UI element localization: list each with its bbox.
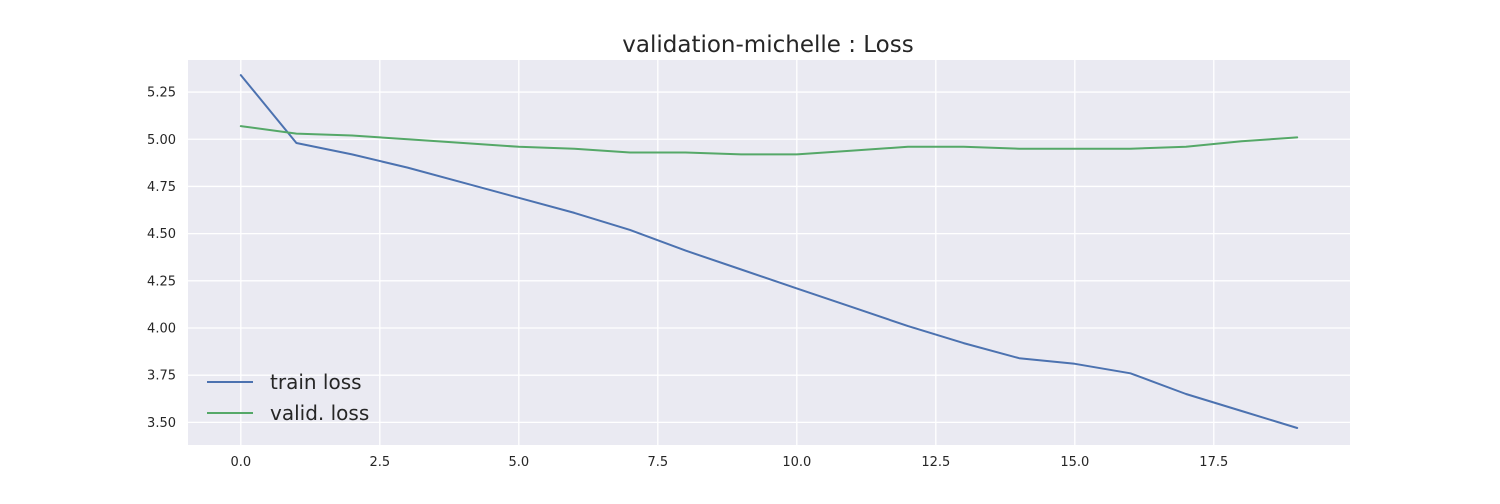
x-tick-label: 5.0 bbox=[508, 455, 529, 470]
y-tick-label: 3.75 bbox=[147, 369, 176, 384]
x-tick-labels: 0.0 2.5 5.0 7.5 10.0 12.5 15.0 17.5 bbox=[230, 455, 1228, 470]
x-tick-label: 15.0 bbox=[1060, 455, 1089, 470]
series-line-valid-loss bbox=[239, 125, 1299, 156]
y-tick-label: 4.50 bbox=[147, 227, 176, 242]
y-tick-label: 4.00 bbox=[147, 321, 176, 336]
y-tick-label: 4.25 bbox=[147, 274, 176, 289]
y-tick-label: 5.00 bbox=[147, 133, 176, 148]
x-tick-label: 0.0 bbox=[230, 455, 251, 470]
plot-area bbox=[188, 60, 1350, 445]
x-tick-label: 10.0 bbox=[782, 455, 811, 470]
y-tick-labels: 3.50 3.75 4.00 4.25 4.50 4.75 5.00 5.25 bbox=[147, 86, 176, 431]
chart-title: validation-michelle : Loss bbox=[622, 32, 913, 58]
y-tick-label: 4.75 bbox=[147, 180, 176, 195]
grid-lines bbox=[188, 60, 1350, 445]
data-series bbox=[239, 74, 1299, 429]
y-tick-label: 3.50 bbox=[147, 416, 176, 431]
series-line-train-loss bbox=[239, 74, 1299, 429]
x-tick-label: 7.5 bbox=[647, 455, 668, 470]
legend: train loss valid. loss bbox=[207, 370, 369, 425]
legend-label-valid-loss: valid. loss bbox=[270, 401, 369, 425]
legend-label-train-loss: train loss bbox=[270, 370, 362, 394]
y-tick-label: 5.25 bbox=[147, 86, 176, 101]
x-tick-label: 2.5 bbox=[369, 455, 390, 470]
x-tick-label: 17.5 bbox=[1199, 455, 1228, 470]
x-tick-label: 12.5 bbox=[921, 455, 950, 470]
